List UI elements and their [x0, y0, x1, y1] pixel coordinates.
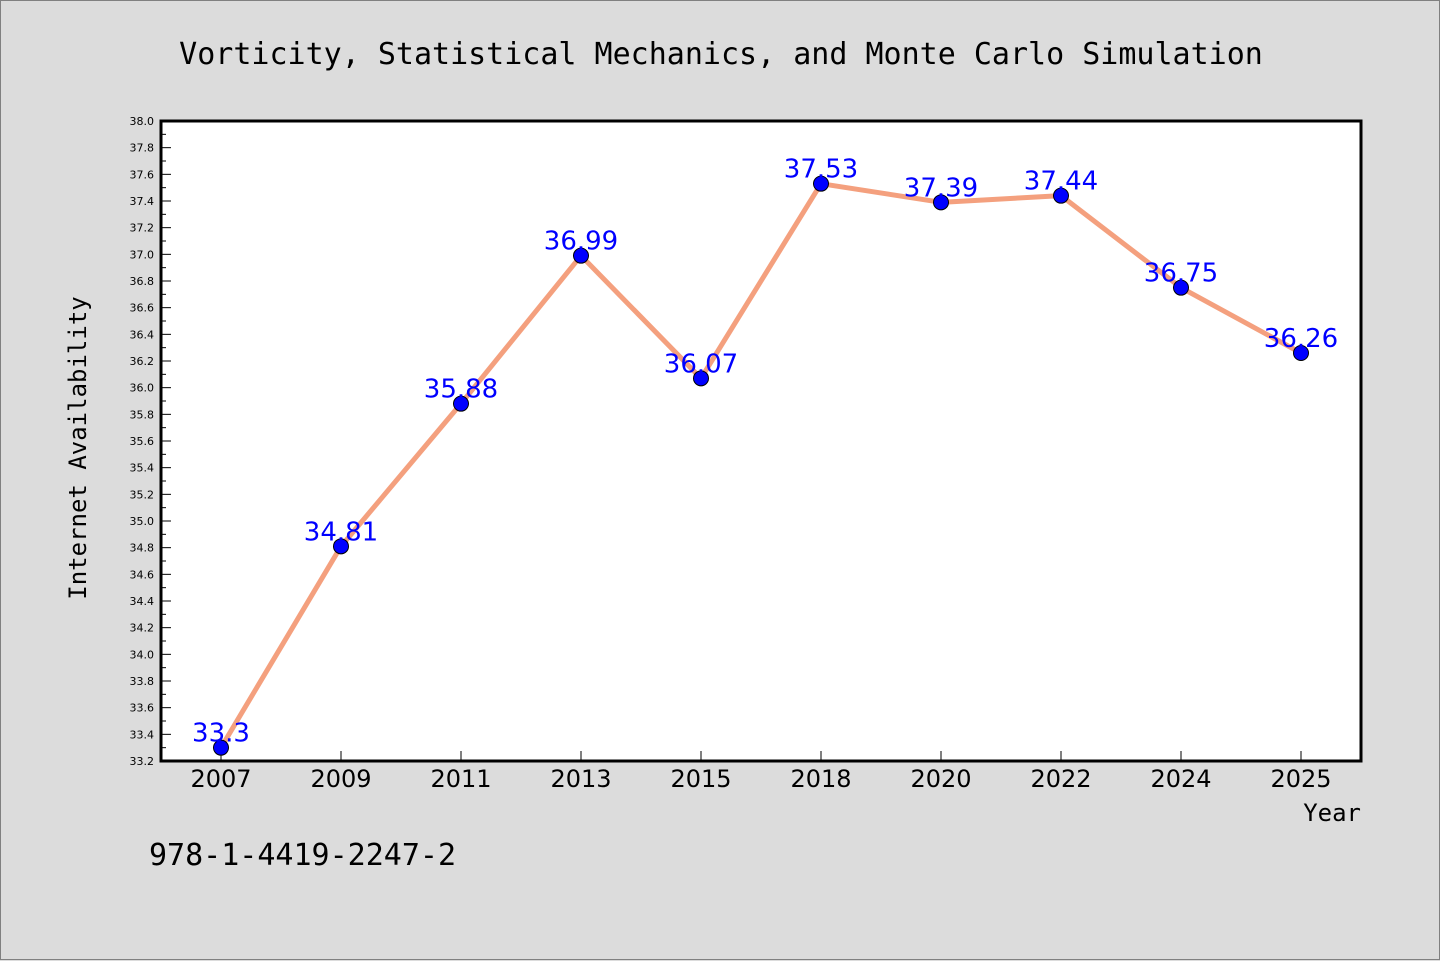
y-tick-label: 33.6 — [130, 702, 155, 715]
x-tick-label: 2025 — [1270, 765, 1331, 793]
x-tick-label: 2013 — [550, 765, 611, 793]
data-point — [333, 538, 349, 555]
y-tick-label: 33.8 — [130, 675, 155, 688]
y-tick-label: 36.8 — [130, 275, 155, 288]
data-label: 36.75 — [1144, 259, 1218, 289]
plot-border — [159, 119, 1363, 763]
series-line-group — [218, 181, 1304, 751]
y-tick-label: 36.4 — [130, 328, 155, 341]
y-axis: 33.2 33.4 33.6 33.8 34.0 34.2 34.4 34.6 34.8 35.0… — [130, 115, 171, 768]
y-tick-label: 36.6 — [130, 302, 155, 315]
x-tick-label: 2007 — [190, 765, 251, 793]
y-tick-label: 37.6 — [130, 168, 155, 181]
y-tick-label: 37.2 — [130, 222, 155, 235]
y-tick-label: 35.8 — [130, 408, 155, 421]
y-tick-label: 34.8 — [130, 542, 155, 555]
isbn-annotation: 978-1-4419-2247-2 — [149, 838, 456, 873]
data-label-group: 33.3 34.81 35.88 36.99 36.07 37.53 37.39 37.44 3… — [192, 155, 1338, 749]
data-label: 36.07 — [664, 349, 738, 379]
chart-title: Vorticity, Statistical Mechanics, and Mo… — [179, 37, 1263, 72]
y-tick-label: 36.2 — [130, 355, 155, 368]
plot-area — [161, 121, 1361, 761]
y-tick-label: 35.6 — [130, 435, 155, 448]
data-point — [693, 370, 709, 387]
y-tick-label: 33.2 — [130, 755, 155, 768]
series-line — [218, 181, 1304, 751]
y-tick-label: 36.0 — [130, 382, 155, 395]
x-tick-label: 2009 — [310, 765, 371, 793]
data-point — [1293, 345, 1309, 361]
data-label: 36.26 — [1264, 324, 1338, 354]
y-tick-label: 35.2 — [130, 488, 155, 501]
x-tick-label: 2024 — [1150, 765, 1211, 793]
y-tick-label: 38.0 — [130, 115, 155, 128]
data-point — [1053, 187, 1069, 204]
y-tick-label: 37.8 — [130, 142, 155, 155]
data-point — [933, 194, 949, 211]
data-point — [453, 395, 469, 412]
data-label: 33.3 — [192, 719, 250, 749]
x-tick-label: 2015 — [670, 765, 731, 793]
data-label: 37.39 — [904, 173, 978, 203]
y-tick-label: 33.4 — [130, 728, 155, 741]
x-tick-label: 2011 — [430, 765, 491, 793]
data-point — [1173, 279, 1189, 296]
data-label: 36.99 — [544, 227, 618, 257]
y-tick-label: 35.0 — [130, 515, 155, 528]
y-tick-label: 35.4 — [130, 462, 155, 475]
x-tick-label: 2018 — [790, 765, 851, 793]
data-point — [813, 175, 829, 192]
y-tick-label: 34.2 — [130, 622, 155, 635]
data-label: 37.53 — [784, 155, 858, 185]
data-label: 35.88 — [424, 375, 498, 405]
data-point — [213, 739, 229, 756]
marker-group — [213, 175, 1309, 756]
x-tick-label: 2022 — [1030, 765, 1091, 793]
y-tick-label: 37.0 — [130, 248, 155, 261]
data-point — [573, 247, 589, 264]
y-tick-label: 34.4 — [130, 595, 155, 608]
data-label: 34.81 — [304, 517, 378, 547]
x-axis-label: Year — [1303, 799, 1361, 827]
y-tick-label: 37.4 — [130, 195, 155, 208]
y-tick-label: 34.0 — [130, 648, 155, 661]
y-tick-label: 34.6 — [130, 568, 155, 581]
x-tick-label: 2020 — [910, 765, 971, 793]
x-axis: 2007 2009 2011 2013 2015 2018 2020 2022 2024 2025 — [190, 751, 1332, 793]
y-axis-label: Internet Availability — [64, 296, 92, 599]
data-label: 37.44 — [1024, 167, 1098, 197]
